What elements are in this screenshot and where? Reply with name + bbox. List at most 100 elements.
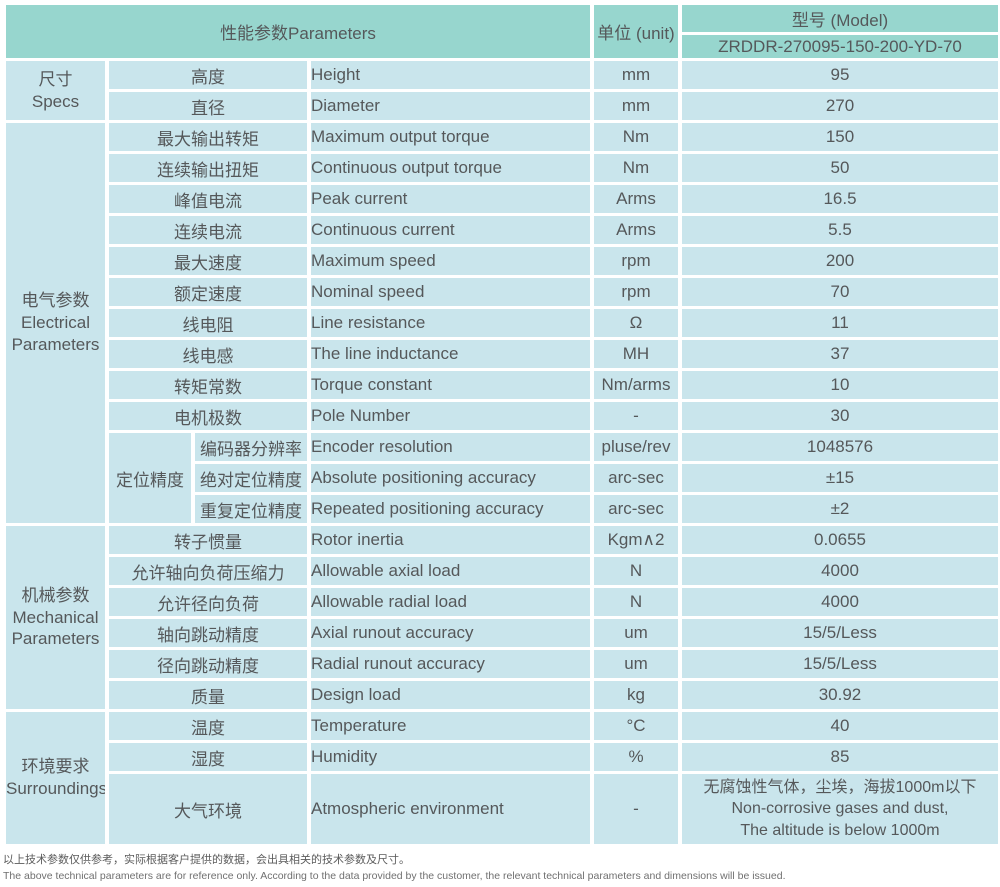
param-name-en: Height: [307, 58, 594, 92]
unit-cell: Nm/arms: [590, 368, 682, 402]
param-name-cn: 编码器分辨率: [191, 430, 311, 464]
unit-cell: %: [590, 740, 682, 774]
param-name-cn: 转矩常数: [105, 368, 311, 402]
param-name-en: Encoder resolution: [307, 430, 594, 464]
value-cell: 15/5/Less: [678, 647, 1000, 681]
value-cell: ±2: [678, 492, 1000, 526]
value-cell: 85: [678, 740, 1000, 774]
table-row: 转矩常数 Torque constant Nm/arms 10: [4, 368, 1000, 402]
param-name-en: Line resistance: [307, 306, 594, 340]
param-name-en: Maximum speed: [307, 244, 594, 278]
value-cell: 16.5: [678, 182, 1000, 216]
table-row: 电机极数 Pole Number - 30: [4, 399, 1000, 433]
unit-cell: arc-sec: [590, 461, 682, 495]
value-cell: 4000: [678, 585, 1000, 619]
param-name-en: The line inductance: [307, 337, 594, 371]
param-name-cn: 大气环境: [105, 771, 311, 847]
param-name-en: Allowable radial load: [307, 585, 594, 619]
param-name-cn: 湿度: [105, 740, 311, 774]
param-name-en: Pole Number: [307, 399, 594, 433]
value-cell: 无腐蚀性气体，尘埃，海拔1000m以下 Non-corrosive gases …: [678, 771, 1000, 847]
param-name-cn: 最大速度: [105, 244, 311, 278]
table-row: 直径 Diameter mm 270: [4, 89, 1000, 123]
section-category-specs: 尺寸 Specs: [2, 58, 109, 123]
table-row: 绝对定位精度 Absolute positioning accuracy arc…: [4, 461, 1000, 495]
param-name-en: Radial runout accuracy: [307, 647, 594, 681]
unit-cell: MH: [590, 337, 682, 371]
param-name-cn: 允许轴向负荷压缩力: [105, 554, 311, 588]
param-name-en: Absolute positioning accuracy: [307, 461, 594, 495]
param-name-cn: 峰值电流: [105, 182, 311, 216]
unit-cell: arc-sec: [590, 492, 682, 526]
param-name-cn: 轴向跳动精度: [105, 616, 311, 650]
table-row: 轴向跳动精度 Axial runout accuracy um 15/5/Les…: [4, 616, 1000, 650]
table-header-row: 性能参数Parameters 单位 (unit) 型号 (Model): [2, 2, 1000, 61]
table-row: 定位精度 编码器分辨率 Encoder resolution pluse/rev…: [4, 430, 1000, 526]
param-name-cn: 线电感: [105, 337, 311, 371]
table-row: 峰值电流 Peak current Arms 16.5: [4, 182, 1000, 216]
value-cell: 150: [678, 120, 1000, 154]
value-cell: 70: [678, 275, 1000, 309]
unit-cell: pluse/rev: [590, 430, 682, 464]
unit-cell: N: [590, 585, 682, 619]
param-name-en: Temperature: [307, 709, 594, 743]
unit-cell: um: [590, 647, 682, 681]
value-cell: 30.92: [678, 678, 1000, 712]
value-cell: 50: [678, 151, 1000, 185]
param-name-en: Humidity: [307, 740, 594, 774]
table-row: 重复定位精度 Repeated positioning accuracy arc…: [4, 492, 1000, 526]
table-row: 质量 Design load kg 30.92: [4, 678, 1000, 712]
table-row: 允许轴向负荷压缩力 Allowable axial load N 4000: [4, 554, 1000, 588]
spec-table: 性能参数Parameters 单位 (unit) 型号 (Model) ZRDD…: [2, 2, 1000, 847]
value-cell: 30: [678, 399, 1000, 433]
unit-cell: kg: [590, 678, 682, 712]
value-cell: 200: [678, 244, 1000, 278]
value-cell: ±15: [678, 461, 1000, 495]
param-name-en: Continuous current: [307, 213, 594, 247]
unit-cell: Arms: [590, 213, 682, 247]
unit-cell: Nm: [590, 151, 682, 185]
param-name-cn: 转子惯量: [105, 523, 311, 557]
table-row: 尺寸 Specs 高度 Height mm 95: [2, 58, 1000, 123]
param-name-en: Diameter: [307, 89, 594, 123]
value-cell: 1048576: [678, 430, 1000, 464]
unit-cell: rpm: [590, 275, 682, 309]
parameters-header: 性能参数Parameters: [2, 2, 594, 61]
table-row: 机械参数 Mechanical Parameters 转子惯量 Rotor in…: [2, 523, 1000, 712]
table-row: 线电阻 Line resistance Ω 11: [4, 306, 1000, 340]
param-name-cn: 重复定位精度: [191, 492, 311, 526]
value-cell: 5.5: [678, 213, 1000, 247]
table-row: 允许径向负荷 Allowable radial load N 4000: [4, 585, 1000, 619]
param-name-cn: 电机极数: [105, 399, 311, 433]
param-name-cn: 连续输出扭矩: [105, 151, 311, 185]
table-row: 电气参数 Electrical Parameters 最大输出转矩 Maximu…: [2, 120, 1000, 526]
footnotes: 以上技术参数仅供参考，实际根据客户提供的数据，会出具相关的技术参数及尺寸。 Th…: [3, 852, 1000, 884]
table-row: 径向跳动精度 Radial runout accuracy um 15/5/Le…: [4, 647, 1000, 681]
value-cell: 37: [678, 337, 1000, 371]
param-name-cn: 直径: [105, 89, 311, 123]
param-name-cn: 允许径向负荷: [105, 585, 311, 619]
param-name-en: Continuous output torque: [307, 151, 594, 185]
param-name-cn: 额定速度: [105, 275, 311, 309]
table-row: 连续输出扭矩 Continuous output torque Nm 50: [4, 151, 1000, 185]
value-cell: 4000: [678, 554, 1000, 588]
positioning-accuracy-group: 定位精度: [105, 430, 195, 526]
param-name-en: Rotor inertia: [307, 523, 594, 557]
unit-cell: °C: [590, 709, 682, 743]
table-header-row-2: ZRDDR-270095-150-200-YD-70: [4, 32, 1000, 61]
table-row: 线电感 The line inductance MH 37: [4, 337, 1000, 371]
value-cell: 10: [678, 368, 1000, 402]
unit-cell: N: [590, 554, 682, 588]
value-cell: 270: [678, 89, 1000, 123]
param-name-cn: 质量: [105, 678, 311, 712]
footnote-english: The above technical parameters are for r…: [3, 869, 786, 882]
param-name-cn: 温度: [105, 709, 311, 743]
unit-cell: Kgm∧2: [590, 523, 682, 557]
param-name-en: Torque constant: [307, 368, 594, 402]
unit-cell: Ω: [590, 306, 682, 340]
table-row: 湿度 Humidity % 85: [4, 740, 1000, 774]
table-row: 额定速度 Nominal speed rpm 70: [4, 275, 1000, 309]
param-name-en: Maximum output torque: [307, 120, 594, 154]
unit-cell: Nm: [590, 120, 682, 154]
